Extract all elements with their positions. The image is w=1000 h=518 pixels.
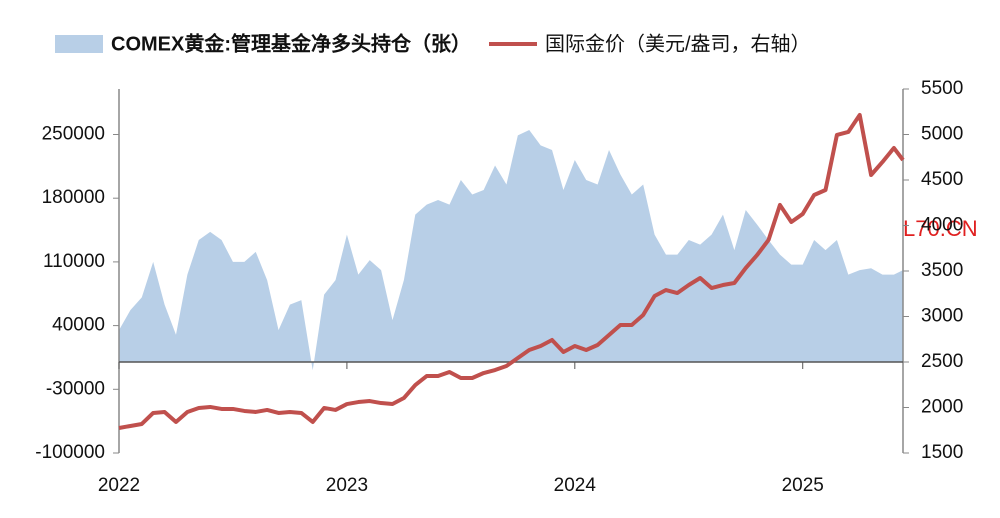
x-tick-label: 2024 (554, 475, 597, 496)
x-tick-label: 2025 (782, 475, 824, 496)
y2-tick-label: 5000 (921, 124, 963, 145)
y-tick-label: -100000 (35, 442, 105, 463)
y2-tick-label: 5500 (921, 78, 963, 99)
y-tick-label: -30000 (46, 378, 105, 399)
y2-tick-label: 3000 (921, 306, 963, 327)
x-tick-label: 2022 (98, 475, 140, 496)
x-tick-label: 2023 (326, 475, 368, 496)
watermark: L70.CN (903, 216, 978, 241)
y-tick-label: 250000 (42, 124, 105, 145)
y2-tick-label: 1500 (921, 442, 963, 463)
y2-tick-label: 2000 (921, 397, 963, 418)
line (118, 112, 905, 430)
area (119, 129, 903, 371)
y-tick-label: 180000 (42, 187, 105, 208)
y-tick-label: 110000 (43, 251, 105, 272)
y-tick-label: 40000 (52, 315, 105, 336)
y2-tick-label: 3500 (921, 260, 963, 281)
area-layer (119, 129, 903, 371)
y2-tick-label: 2500 (921, 351, 963, 372)
y2-tick-label: 4000 (921, 215, 963, 236)
y2-tick-label: 4500 (921, 169, 963, 190)
legend-swatch (55, 35, 103, 53)
legend-label: COMEX黄金:管理基金净多头持仓（张） (111, 31, 471, 55)
legend-label: 国际金价（美元/盎司，右轴） (545, 32, 811, 55)
